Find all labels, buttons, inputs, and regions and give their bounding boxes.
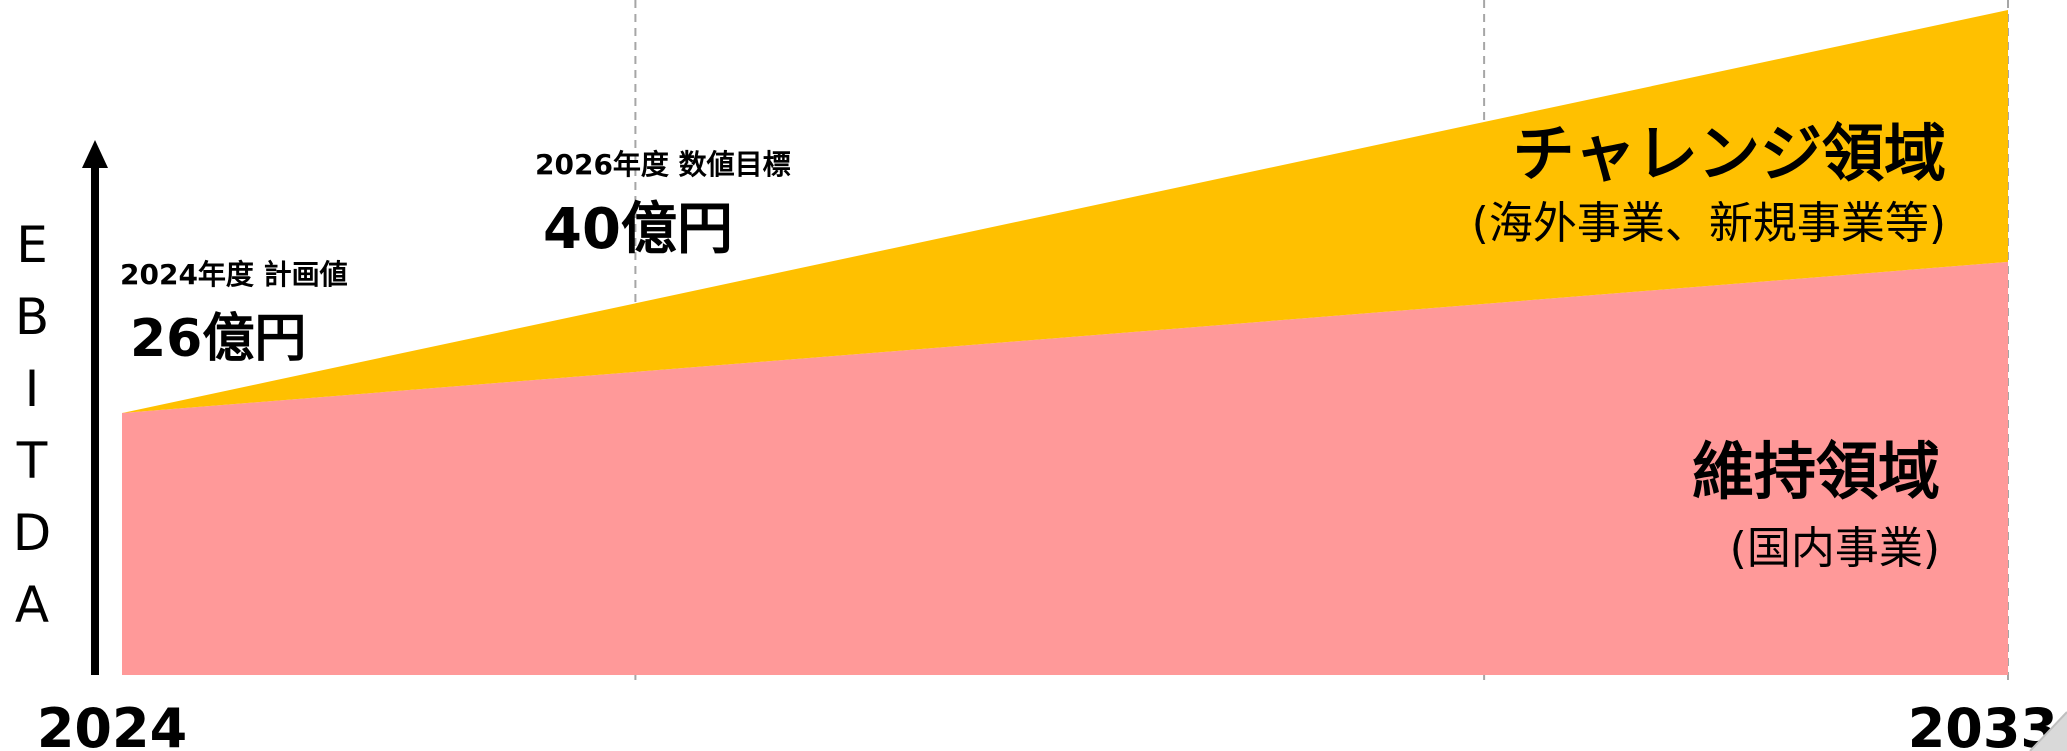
annotation-2026-value: 40億円 xyxy=(543,197,733,262)
y-axis-label-letter: T xyxy=(16,432,48,490)
page-curl-edge xyxy=(2029,711,2067,751)
x-tick-label-start: 2024 xyxy=(37,697,187,751)
series-sublabel-challenge: (海外事業、新規事業等) xyxy=(1472,198,1946,249)
annotation-2026-label: 2026年度 数値目標 xyxy=(535,148,791,181)
x-tick-label-end: 2033 xyxy=(1908,697,2058,751)
area-series xyxy=(122,10,2008,675)
y-axis-label-letter: I xyxy=(25,360,40,418)
y-axis-label-letter: E xyxy=(16,216,48,274)
y-axis-arrowhead xyxy=(82,140,108,168)
area-challenge-domain xyxy=(122,10,2008,414)
annotation-2024-label: 2024年度 計画値 xyxy=(120,258,348,291)
series-sublabel-maintenance: (国内事業) xyxy=(1730,523,1940,574)
y-axis-label-letter: D xyxy=(13,504,52,562)
series-label-maintenance: 維持領域 xyxy=(1692,435,1940,508)
annotation-2024-value: 26億円 xyxy=(130,309,306,369)
y-axis-label-letter: A xyxy=(15,576,49,634)
area-maintenance-domain xyxy=(122,261,2008,675)
y-axis-label-letter: B xyxy=(15,288,49,346)
series-label-challenge: チャレンジ領域 xyxy=(1513,117,1946,190)
